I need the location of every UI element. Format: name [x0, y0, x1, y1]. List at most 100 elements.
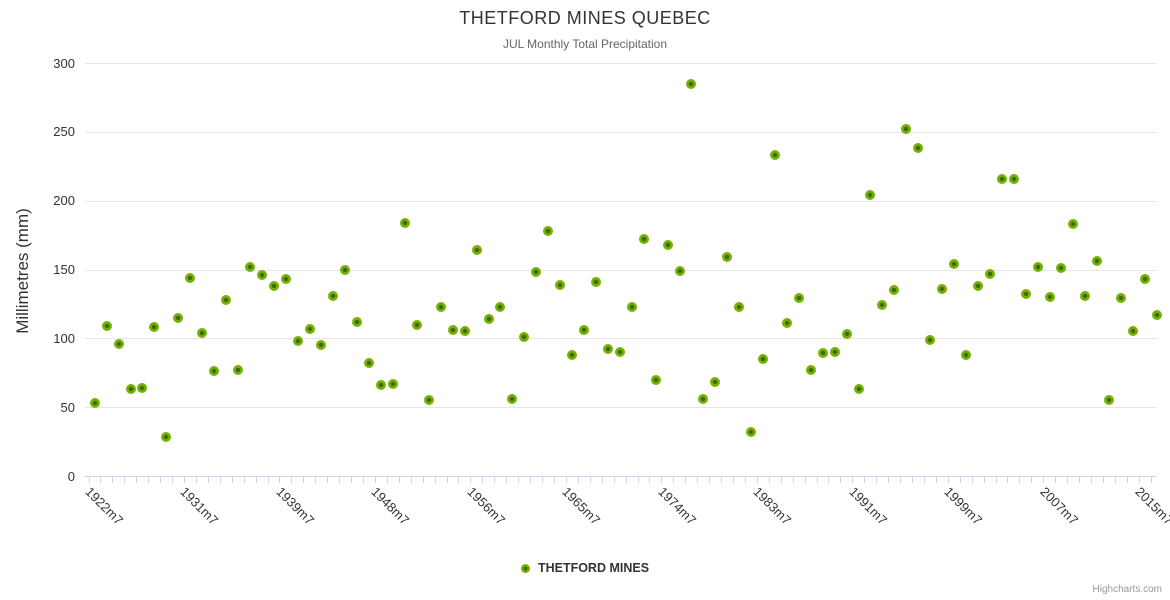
data-point[interactable]	[328, 290, 339, 301]
data-point[interactable]	[292, 336, 303, 347]
data-point[interactable]	[149, 322, 160, 333]
data-point[interactable]	[1056, 263, 1067, 274]
data-point[interactable]	[1068, 219, 1079, 230]
x-axis-tick	[303, 477, 305, 483]
data-point[interactable]	[960, 349, 971, 360]
data-point[interactable]	[972, 281, 983, 292]
data-point[interactable]	[459, 326, 470, 337]
data-point[interactable]	[471, 245, 482, 256]
data-point[interactable]	[304, 323, 315, 334]
data-point[interactable]	[590, 276, 601, 287]
data-point[interactable]	[483, 314, 494, 325]
data-point[interactable]	[984, 268, 995, 279]
x-axis-tick-label: 1922m7	[82, 484, 126, 528]
data-point[interactable]	[937, 283, 948, 294]
data-point[interactable]	[746, 426, 757, 437]
data-point[interactable]	[793, 293, 804, 304]
data-point[interactable]	[447, 325, 458, 336]
data-point[interactable]	[411, 319, 422, 330]
data-point[interactable]	[1080, 290, 1091, 301]
data-point[interactable]	[340, 264, 351, 275]
y-axis-tick-label: 50	[60, 399, 75, 415]
x-axis-tick	[661, 477, 663, 483]
data-point[interactable]	[1044, 292, 1055, 303]
data-point[interactable]	[89, 398, 100, 409]
data-point[interactable]	[543, 225, 554, 236]
data-point[interactable]	[602, 344, 613, 355]
legend-item-thetford-mines[interactable]: THETFORD MINES	[520, 561, 649, 575]
data-point[interactable]	[232, 364, 243, 375]
data-point[interactable]	[758, 353, 769, 364]
data-point[interactable]	[710, 377, 721, 388]
data-point[interactable]	[220, 294, 231, 305]
data-point[interactable]	[364, 358, 375, 369]
data-point[interactable]	[1092, 256, 1103, 267]
data-point[interactable]	[698, 393, 709, 404]
data-point[interactable]	[1116, 293, 1127, 304]
data-point[interactable]	[101, 320, 112, 331]
data-point[interactable]	[531, 267, 542, 278]
data-point[interactable]	[674, 265, 685, 276]
data-point[interactable]	[805, 364, 816, 375]
data-point[interactable]	[435, 301, 446, 312]
data-point[interactable]	[662, 239, 673, 250]
data-point[interactable]	[734, 301, 745, 312]
data-point[interactable]	[841, 329, 852, 340]
data-point[interactable]	[1128, 326, 1139, 337]
data-point[interactable]	[256, 270, 267, 280]
data-point[interactable]	[185, 272, 196, 283]
data-point[interactable]	[1104, 395, 1115, 406]
data-point[interactable]	[1032, 261, 1043, 272]
data-point[interactable]	[423, 395, 434, 406]
data-point[interactable]	[925, 334, 936, 345]
data-point[interactable]	[626, 301, 637, 312]
data-point[interactable]	[1151, 309, 1162, 320]
gridline	[85, 407, 1157, 409]
data-point[interactable]	[495, 301, 506, 312]
data-point[interactable]	[614, 347, 625, 358]
data-point[interactable]	[889, 285, 900, 296]
data-point[interactable]	[507, 393, 518, 404]
data-point[interactable]	[949, 258, 960, 269]
data-point[interactable]	[173, 312, 184, 323]
data-point[interactable]	[519, 331, 530, 342]
data-point[interactable]	[901, 124, 912, 135]
data-point[interactable]	[913, 143, 924, 154]
data-point[interactable]	[197, 327, 208, 338]
data-point[interactable]	[638, 234, 649, 245]
data-point[interactable]	[722, 252, 733, 263]
data-point[interactable]	[781, 318, 792, 329]
data-point[interactable]	[686, 78, 697, 89]
data-point[interactable]	[376, 380, 387, 391]
x-axis-tick	[183, 477, 185, 483]
data-point[interactable]	[769, 150, 780, 161]
data-point[interactable]	[316, 340, 327, 351]
data-point[interactable]	[280, 274, 291, 285]
data-point[interactable]	[853, 384, 864, 395]
data-point[interactable]	[161, 432, 172, 443]
data-point[interactable]	[125, 384, 136, 395]
data-point[interactable]	[650, 374, 661, 385]
credits-link[interactable]: Highcharts.com	[1092, 584, 1162, 595]
data-point[interactable]	[567, 349, 578, 360]
data-point[interactable]	[1020, 289, 1031, 300]
data-point[interactable]	[388, 378, 399, 389]
data-point[interactable]	[209, 366, 220, 377]
data-point[interactable]	[268, 281, 279, 292]
data-point[interactable]	[579, 325, 590, 336]
data-point[interactable]	[1008, 173, 1019, 184]
data-point[interactable]	[244, 261, 255, 272]
data-point[interactable]	[865, 190, 876, 201]
data-point[interactable]	[352, 316, 363, 327]
data-point[interactable]	[555, 279, 566, 290]
data-point[interactable]	[829, 347, 840, 358]
x-axis-tick	[888, 477, 890, 483]
data-point[interactable]	[1139, 274, 1150, 285]
x-axis-tick	[1043, 477, 1045, 483]
data-point[interactable]	[996, 173, 1007, 184]
data-point[interactable]	[137, 382, 148, 393]
data-point[interactable]	[817, 348, 828, 359]
data-point[interactable]	[877, 300, 888, 311]
data-point[interactable]	[400, 217, 410, 228]
data-point[interactable]	[113, 338, 124, 349]
